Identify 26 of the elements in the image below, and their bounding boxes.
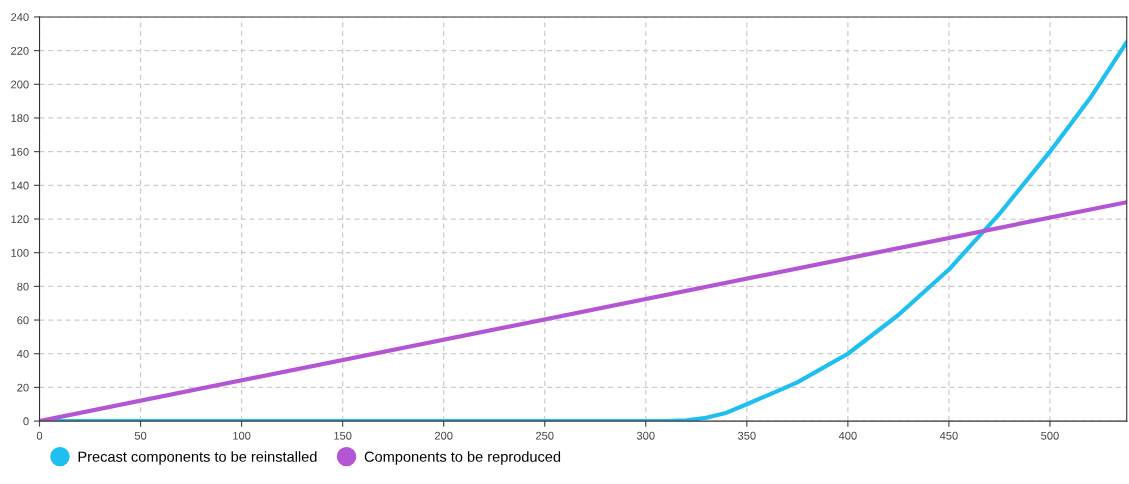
x-tick-label: 0 [36, 431, 43, 440]
x-tick-label: 400 [838, 431, 857, 440]
y-tick-label: 120 [11, 215, 29, 224]
y-tick-label: 160 [11, 147, 29, 156]
x-tick-label: 300 [636, 431, 655, 440]
y-tick-label: 200 [11, 80, 29, 89]
y-tick-label: 220 [11, 46, 29, 55]
y-tick-label: 40 [17, 349, 29, 358]
y-tick-label: 0 [23, 417, 29, 426]
x-tick-label: 150 [334, 431, 352, 440]
legend-label: Components to be reproduced [364, 451, 561, 465]
y-tick-label: 180 [11, 114, 29, 123]
y-tick-label: 80 [17, 282, 29, 291]
y-tick-label: 240 [11, 13, 29, 22]
x-tick-label: 200 [434, 431, 453, 440]
legend-label: Precast components to be reinstalled [78, 451, 317, 465]
x-tick-label: 100 [233, 431, 251, 440]
y-tick-label: 20 [17, 383, 29, 392]
y-tick-label: 140 [11, 181, 29, 190]
x-tick-label: 450 [939, 431, 958, 440]
x-tick-label: 250 [536, 431, 554, 440]
x-tick-label: 350 [737, 431, 756, 440]
y-tick-label: 60 [17, 316, 29, 325]
y-tick-label: 100 [11, 248, 29, 257]
x-tick-label: 500 [1041, 431, 1059, 440]
x-tick-label: 50 [134, 431, 147, 440]
